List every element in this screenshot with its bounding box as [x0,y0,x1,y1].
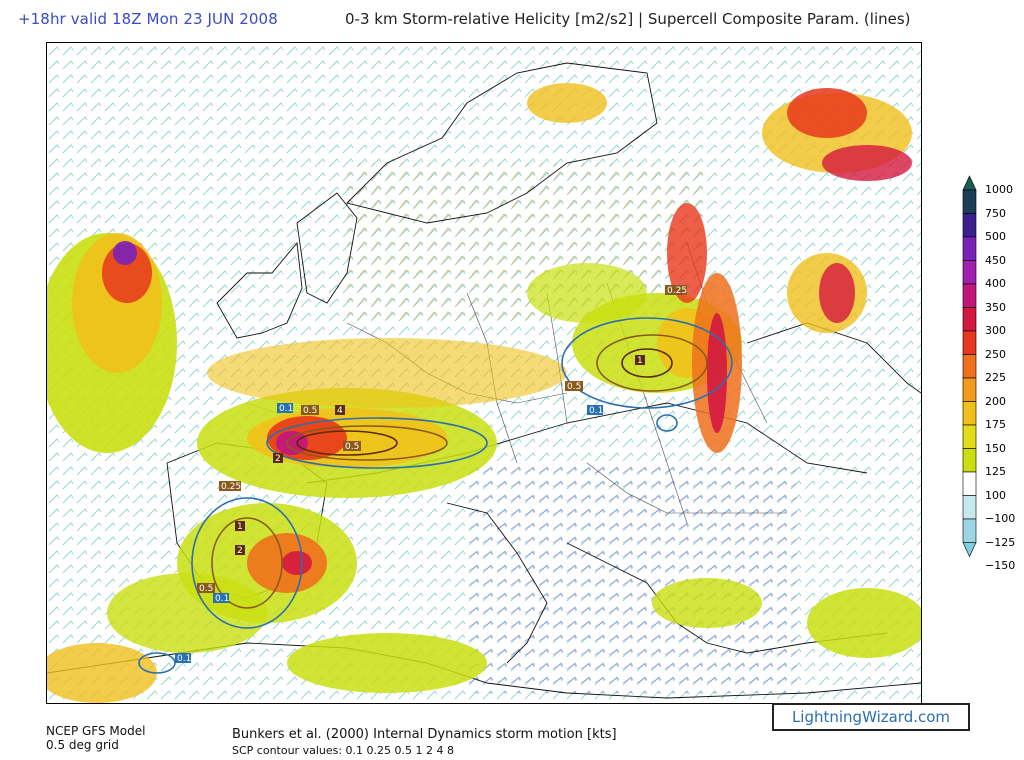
weather-map: 0.1 0.5 2 4 0.25 1 0.5 2 0.1 0.5 0.25 1 … [46,42,922,704]
scale-swatch [962,495,977,520]
scale-tick-label: 350 [985,300,1006,314]
color-scale-bar [962,175,977,558]
scale-swatch [962,424,977,449]
contour-label: 0.25 [667,286,687,296]
scale-tick-label: 225 [985,371,1006,384]
contour-label: 0.1 [589,406,603,416]
scale-tick-label: 300 [985,324,1006,337]
scale-swatch [962,377,977,402]
contour-label: 1 [237,522,243,532]
map-canvas: 0.1 0.5 2 4 0.25 1 0.5 2 0.1 0.5 0.25 1 … [47,43,921,703]
scale-swatch [962,260,977,285]
scale-swatch [962,354,977,379]
scale-tick-label: 500 [985,230,1006,243]
scale-min-arrow [962,542,977,558]
scale-tick-label: 1000 [985,183,1013,196]
contour-label: 0.25 [221,482,241,492]
scale-tick-label: 125 [985,465,1006,478]
scale-swatch [962,330,977,355]
scale-swatch [962,213,977,238]
scale-tick-label: 175 [985,418,1006,431]
helicity-color-scale: 1000 750 500 450 400 350 300 250 225 200 175 150 125… [958,170,1018,600]
brand-link[interactable]: LightningWizard.com [772,703,970,731]
scale-swatch [962,307,977,332]
contour-label: 2 [275,454,281,464]
map-title: 0-3 km Storm-relative Helicity [m2/s2] |… [345,10,911,28]
scale-tick-label: 100 [985,488,1006,502]
scale-tick-label: 450 [985,253,1006,267]
contour-label: 1 [637,356,643,366]
scale-tick-label: −100 [985,512,1016,525]
scale-max-arrow [962,175,977,191]
forecast-valid-time: +18hr valid 18Z Mon 23 JUN 2008 [18,10,278,28]
contour-label: 0.5 [345,442,359,452]
scale-swatch [962,448,977,473]
scale-swatch [962,471,977,496]
contour-label: 0.5 [567,382,581,392]
contour-value-labels: 0.1 0.5 2 4 0.25 1 0.5 2 0.1 0.5 0.25 1 … [175,285,687,664]
scale-swatch [962,236,977,261]
scale-swatch [962,401,977,426]
scale-tick-label: −125 [985,535,1016,549]
scale-tick-label: −150 [985,559,1016,572]
scp-contour-values: SCP contour values: 0.1 0.25 0.5 1 2 4 8 [232,744,455,757]
contour-label: 0.1 [177,654,191,664]
contour-label: 2 [237,546,243,556]
scale-tick-label: 400 [985,277,1006,290]
storm-motion-note: Bunkers et al. (2000) Internal Dynamics … [232,727,617,742]
scale-swatch [962,189,977,214]
scale-tick-label: 200 [985,394,1006,408]
scale-swatch [962,518,977,543]
grid-resolution: 0.5 deg grid [46,738,119,752]
contour-label: 0.5 [199,584,213,594]
scale-tick-label: 150 [985,441,1006,455]
contour-label: 0.1 [279,404,293,414]
scale-tick-label: 250 [985,347,1006,361]
scp-contours [138,317,733,674]
model-name: NCEP GFS Model [46,724,146,738]
scale-tick-label: 750 [985,206,1006,220]
contour-label: 0.5 [303,406,317,416]
scale-swatch [962,283,977,308]
contour-label: 0.1 [215,594,229,604]
wind-barbs-field [467,463,797,693]
contour-label: 4 [337,406,343,416]
